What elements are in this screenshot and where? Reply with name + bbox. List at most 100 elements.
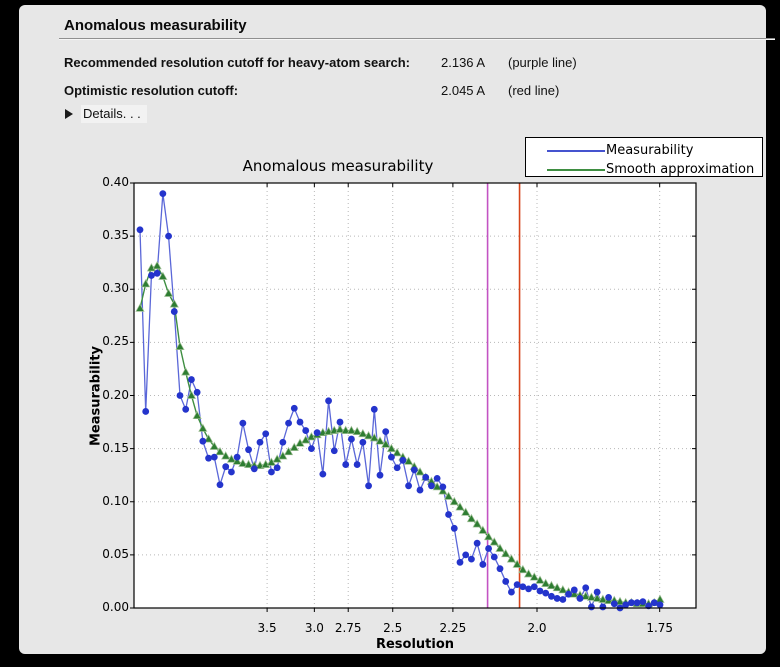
smooth-point-marker: [438, 486, 448, 495]
measurability-point-marker: [268, 468, 275, 476]
measurability-point-marker: [479, 561, 487, 568]
measurability-point-marker: [370, 405, 378, 413]
measurability-point-marker: [170, 308, 178, 315]
measurability-point-marker: [445, 511, 452, 518]
measurability-point-marker: [193, 388, 201, 396]
smooth-point-marker: [552, 582, 562, 592]
measurability-point-marker: [279, 438, 287, 446]
measurability-point-marker: [188, 376, 195, 383]
optimistic-cutoff-label: Optimistic resolution cutoff:: [64, 83, 239, 98]
measurability-point-marker: [359, 438, 367, 446]
legend-label: Smooth approximation: [606, 161, 755, 177]
smooth-point-marker: [203, 434, 214, 443]
smooth-point-marker: [363, 430, 374, 440]
measurability-point-marker: [656, 601, 664, 609]
measurability-point-marker: [542, 589, 550, 597]
measurability-point-marker: [182, 405, 190, 413]
measurability-point-marker: [222, 463, 230, 471]
measurability-point-marker: [582, 584, 590, 592]
measurability-point-marker: [245, 446, 252, 454]
measurability-point-marker: [496, 565, 504, 573]
smooth-point-marker: [443, 491, 454, 500]
smooth-point-marker: [546, 580, 557, 590]
measurability-point-marker: [405, 482, 412, 490]
x-axis-label: Resolution: [375, 637, 455, 652]
x-tick-label: 2.75: [334, 621, 362, 635]
smooth-point-marker: [375, 436, 385, 445]
measurability-point-marker: [319, 470, 327, 478]
measurability-point-marker: [262, 430, 270, 438]
smooth-point-marker: [523, 569, 534, 578]
measurability-point-marker: [216, 481, 224, 489]
measurability-point-marker: [639, 598, 647, 606]
measurability-point-marker: [210, 453, 218, 461]
measurability-point-marker: [388, 453, 395, 461]
measurability-point-marker: [553, 595, 561, 602]
recommended-cutoff-label: Recommended resolution cutoff for heavy-…: [64, 55, 411, 70]
smooth-point-marker: [289, 442, 299, 451]
measurability-point-marker: [593, 588, 601, 596]
smooth-point-marker: [449, 496, 459, 506]
disclosure-triangle-icon: [65, 109, 73, 119]
measurability-point-marker: [365, 482, 372, 490]
measurability-point-marker: [422, 473, 430, 481]
measurability-point-marker: [325, 397, 332, 405]
y-tick-label: 0.30: [102, 281, 129, 296]
smooth-point-marker: [432, 481, 442, 491]
measurability-point-marker: [382, 428, 390, 436]
optimistic-cutoff-value: 2.045 A: [441, 83, 486, 98]
smooth-point-marker: [478, 525, 488, 534]
measurability-point-marker: [348, 435, 355, 443]
measurability-point-marker: [428, 482, 435, 490]
y-tick-label: 0.10: [102, 493, 129, 508]
measurability-point-marker: [159, 190, 167, 198]
details-disclosure[interactable]: Details. . .: [65, 105, 147, 123]
measurability-point-marker: [228, 468, 235, 476]
y-tick-label: 0.35: [102, 228, 129, 243]
measurability-point-marker: [393, 464, 401, 472]
legend-label: Measurability: [606, 142, 694, 158]
smooth-point-marker: [529, 572, 539, 581]
measurability-point-marker: [633, 599, 641, 607]
smooth-point-marker: [226, 454, 237, 463]
measurability-point-marker: [290, 404, 298, 412]
smooth-point-marker: [238, 458, 248, 467]
measurability-point-marker: [599, 603, 607, 611]
smooth-point-marker: [141, 279, 151, 288]
measurability-point-marker: [548, 592, 555, 600]
smooth-point-marker: [152, 260, 162, 270]
smooth-point-marker: [586, 592, 597, 601]
measurability-point-marker: [148, 272, 155, 279]
smooth-point-marker: [158, 271, 168, 280]
smooth-point-marker: [163, 288, 174, 297]
measurability-point-marker: [376, 471, 384, 479]
smooth-point-marker: [403, 456, 414, 465]
smooth-point-marker: [518, 564, 528, 574]
measurability-point-marker: [313, 429, 321, 437]
legend-item: Smooth approximation: [526, 159, 762, 179]
measurability-point-marker: [399, 456, 407, 464]
smooth-point-marker: [243, 459, 254, 468]
measurability-point-marker: [302, 427, 310, 434]
measurability-point-marker: [136, 226, 144, 234]
measurability-point-marker: [336, 418, 344, 426]
measurability-point-marker: [536, 587, 544, 595]
chart-legend: Measurability Smooth approximation: [525, 137, 763, 177]
smooth-point-marker: [483, 531, 494, 541]
smooth-point-marker: [392, 447, 402, 457]
x-tick-label: 2.0: [527, 621, 547, 635]
measurability-point-marker: [439, 483, 447, 491]
measurability-point-marker: [508, 588, 515, 596]
legend-line-sample-icon: [547, 169, 605, 171]
smooth-point-marker: [198, 423, 208, 432]
details-label: Details. . .: [81, 105, 147, 123]
measurability-point-marker: [490, 553, 498, 561]
measurability-point-marker: [308, 445, 315, 453]
x-tick-label: 2.5: [383, 621, 403, 635]
smooth-point-marker: [369, 433, 379, 442]
measurability-point-marker: [530, 583, 538, 591]
y-tick-label: 0.00: [102, 600, 129, 614]
recommended-cutoff-value: 2.136 A: [441, 55, 486, 70]
